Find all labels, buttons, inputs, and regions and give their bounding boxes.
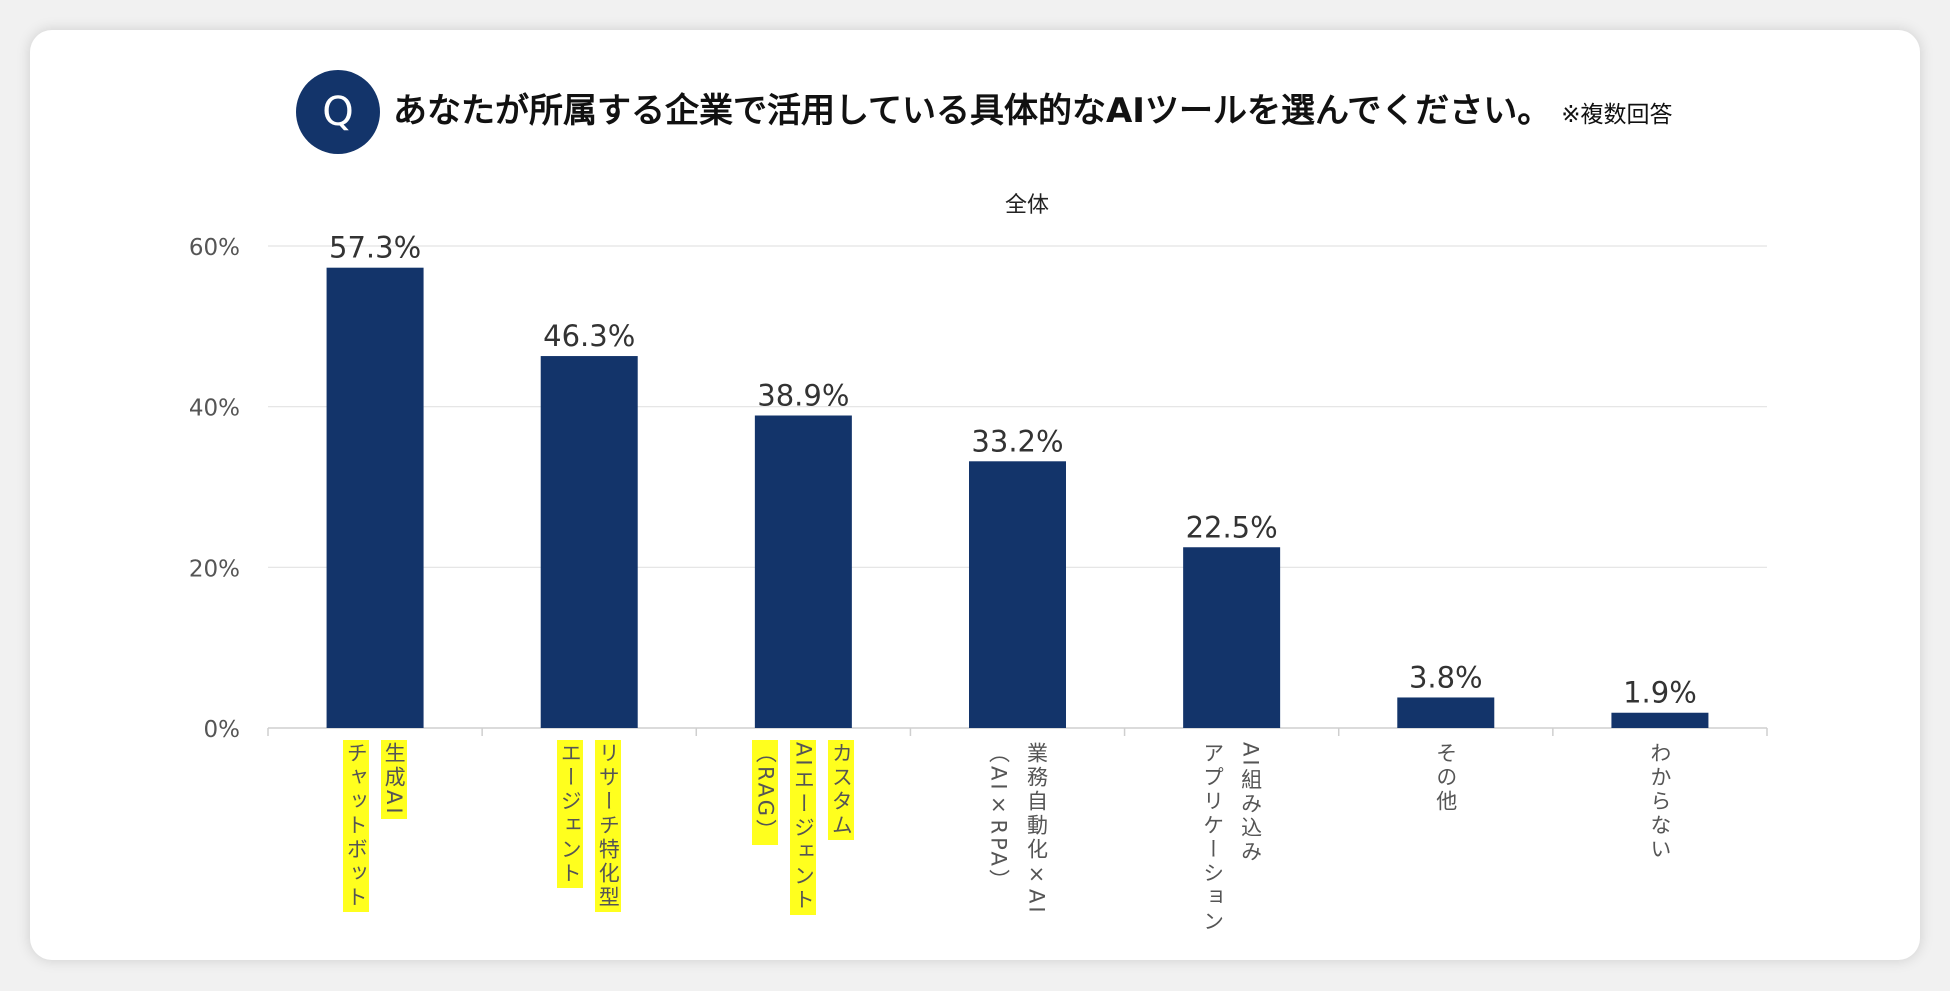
category-label-line: エージェント [557, 740, 584, 888]
category-label-line: カスタム [828, 740, 855, 840]
category-label-line: AI組み込み [1238, 742, 1263, 865]
question-title: あなたが所属する企業で活用している具体的なAIツールを選んでください。 ※複数回答 [393, 86, 1673, 140]
bar [1183, 547, 1281, 728]
category-label-line: チャットボット [343, 740, 370, 912]
question-text: あなたが所属する企業で活用している具体的なAIツールを選んでください。 [393, 91, 1552, 131]
category-label: AI組み込み アプリケーション [1142, 740, 1322, 936]
chart-title: 全体 [1005, 193, 1049, 218]
y-tick-label: 60% [189, 235, 240, 261]
question-badge: Q [296, 70, 380, 154]
data-label: 3.8% [1409, 660, 1483, 694]
category-label-line: アプリケーション [1200, 742, 1225, 934]
question-note: ※複数回答 [1561, 102, 1673, 128]
category-label: 業務自動化×AI （AI×RPA） [928, 740, 1108, 918]
data-label: 46.3% [543, 319, 635, 353]
data-label: 38.9% [757, 379, 849, 413]
category-label: わからない [1570, 740, 1750, 864]
bar [1611, 712, 1709, 728]
category-label-line: 生成AI [381, 740, 408, 819]
category-label: 生成AI チャットボット [285, 740, 465, 912]
bar [540, 356, 638, 728]
y-tick-label: 20% [189, 556, 240, 582]
category-label-line: AIエージェント [790, 740, 817, 915]
bar [754, 415, 852, 728]
bar [969, 461, 1066, 728]
data-label: 57.3% [329, 231, 421, 265]
y-tick-label: 40% [189, 396, 240, 422]
y-tick-label: 0% [204, 717, 241, 743]
data-label: 1.9% [1623, 676, 1697, 710]
category-label: カスタム AIエージェント （RAG） [713, 740, 893, 915]
category-label-line: 業務自動化×AI [1024, 742, 1049, 916]
category-label-line: その他 [1433, 742, 1458, 814]
category-label: その他 [1356, 740, 1536, 816]
bar [326, 267, 424, 728]
category-label: リサーチ特化型 エージェント [499, 740, 679, 912]
category-label-line: リサーチ特化型 [595, 740, 622, 912]
bar [1397, 697, 1495, 728]
data-label: 33.2% [971, 424, 1063, 458]
category-label-line: （RAG） [752, 740, 779, 846]
data-label: 22.5% [1186, 510, 1278, 544]
category-label-line: （AI×RPA） [986, 742, 1011, 893]
category-label-line: わからない [1647, 742, 1672, 862]
